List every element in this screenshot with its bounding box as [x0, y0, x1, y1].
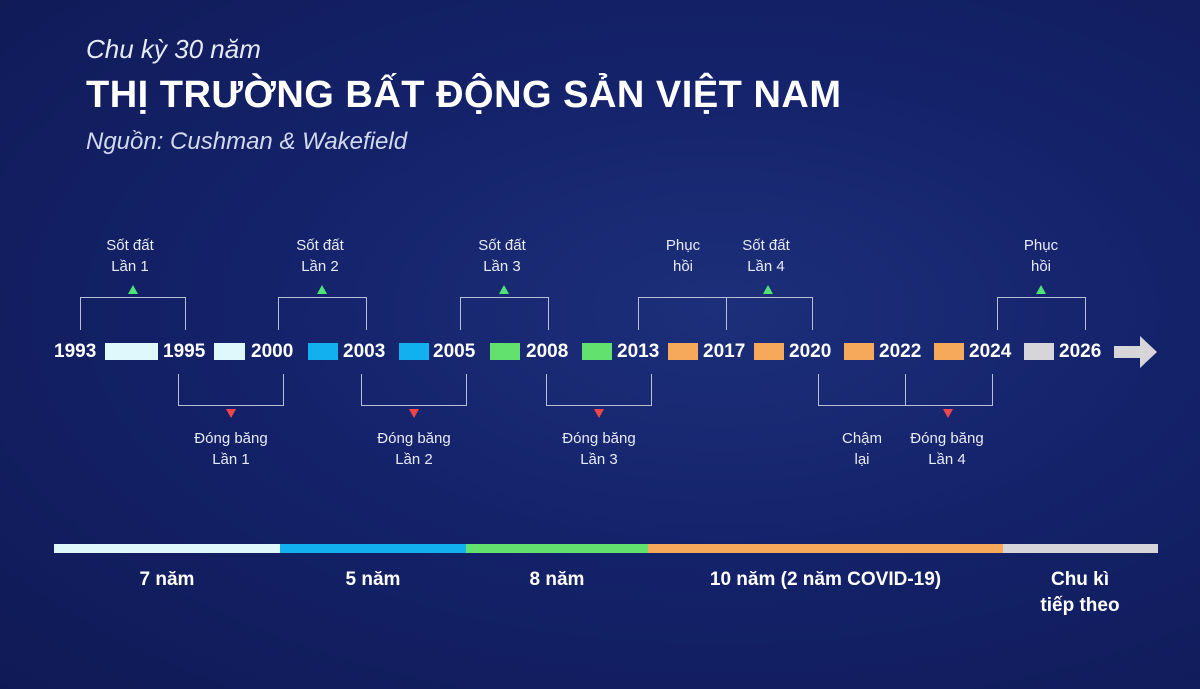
year-label: 2020	[789, 341, 832, 362]
upper-bracket	[638, 297, 727, 330]
down-arrow-icon	[594, 409, 604, 418]
upper-label-line: Sốt đất	[296, 237, 344, 254]
page-title: THỊ TRƯỜNG BẤT ĐỘNG SẢN VIỆT NAM	[86, 74, 842, 116]
lower-label-line: Đóng băng	[377, 430, 451, 447]
year-label: 2024	[969, 341, 1012, 362]
timeline-segment	[844, 343, 874, 360]
year-label: 2017	[703, 341, 746, 362]
lower-label-cham-lai: Chậm lại	[827, 428, 897, 470]
upper-label-phuc-hoi-1: Phục hồi	[643, 235, 723, 277]
period-band-7y	[54, 544, 280, 553]
upper-label-line: hồi	[1030, 258, 1052, 275]
lower-label-dong-bang-3: Đóng băng Lần 3	[544, 428, 654, 470]
upper-label-line: Phục	[1023, 237, 1059, 254]
upper-label-sot-dat-3: Sốt đất Lần 3	[462, 235, 542, 277]
lower-label-dong-bang-1: Đóng băng Lần 1	[176, 428, 286, 470]
source-note: Nguồn: Cushman & Wakefield	[86, 128, 408, 155]
lower-label-line: Chậm	[841, 430, 882, 447]
lower-label-dong-bang-4: Đóng băng Lần 4	[892, 428, 1002, 470]
year-label: 1995	[163, 341, 206, 362]
up-arrow-icon	[317, 285, 327, 294]
upper-label-sot-dat-4: Sốt đất Lần 4	[726, 235, 806, 277]
up-arrow-icon	[128, 285, 138, 294]
year-label: 2003	[343, 341, 386, 362]
period-label-line: tiếp theo	[1040, 595, 1120, 616]
timeline-segment	[105, 343, 158, 360]
up-arrow-icon	[763, 285, 773, 294]
year-label: 2005	[433, 341, 476, 362]
upper-label-line: Phục	[665, 237, 701, 254]
timeline-segment	[1024, 343, 1054, 360]
upper-label-phuc-hoi-2: Phục hồi	[1001, 235, 1081, 277]
timeline-segment	[582, 343, 612, 360]
timeline-segment	[490, 343, 520, 360]
timeline-segment	[934, 343, 964, 360]
lower-label-line: lại	[854, 451, 870, 468]
upper-label-line: hồi	[672, 258, 694, 275]
upper-label-line: Sốt đất	[106, 237, 154, 254]
upper-label-line: Lần 1	[111, 258, 149, 275]
upper-bracket	[726, 297, 813, 330]
lower-label-line: Lần 4	[928, 451, 966, 468]
lower-bracket	[546, 374, 652, 406]
year-label: 2008	[526, 341, 569, 362]
year-label: 1993	[54, 341, 97, 362]
period-label: 8 năm	[529, 569, 585, 590]
year-label: 2000	[251, 341, 294, 362]
period-label-next: Chu kì tiếp theo	[1010, 567, 1150, 619]
lower-bracket	[818, 374, 906, 406]
period-label-line: Chu kì	[1050, 569, 1110, 590]
upper-label-line: Lần 3	[483, 258, 521, 275]
period-label: 7 năm	[139, 569, 195, 590]
subtitle: Chu kỳ 30 năm	[86, 34, 261, 64]
year-label: 2026	[1059, 341, 1102, 362]
upper-label-sot-dat-2: Sốt đất Lần 2	[280, 235, 360, 277]
lower-bracket	[905, 374, 993, 406]
lower-label-line: Lần 2	[395, 451, 433, 468]
timeline-segment	[308, 343, 338, 360]
lower-label-line: Lần 3	[580, 451, 618, 468]
period-band-next	[1003, 544, 1158, 553]
lower-label-line: Lần 1	[212, 451, 250, 468]
upper-label-line: Sốt đất	[478, 237, 526, 254]
down-arrow-icon	[943, 409, 953, 418]
timeline-segment	[754, 343, 784, 360]
lower-label-dong-bang-2: Đóng băng Lần 2	[359, 428, 469, 470]
period-band-5y	[280, 544, 466, 553]
period-band-8y	[466, 544, 648, 553]
lower-label-line: Đóng băng	[910, 430, 984, 447]
upper-bracket	[997, 297, 1086, 330]
timeline-segment	[399, 343, 429, 360]
up-arrow-icon	[1036, 285, 1046, 294]
lower-bracket	[361, 374, 467, 406]
period-label: 10 năm (2 năm COVID-19)	[709, 569, 942, 590]
down-arrow-icon	[409, 409, 419, 418]
lower-label-line: Đóng băng	[194, 430, 268, 447]
upper-bracket	[278, 297, 367, 330]
upper-bracket	[80, 297, 186, 330]
upper-bracket	[460, 297, 549, 330]
period-label: 5 năm	[345, 569, 401, 590]
upper-label-line: Sốt đất	[742, 237, 790, 254]
up-arrow-icon	[499, 285, 509, 294]
timeline-segment	[668, 343, 698, 360]
upper-label-line: Lần 4	[747, 258, 785, 275]
period-band-10y	[648, 544, 1003, 553]
lower-label-line: Đóng băng	[562, 430, 636, 447]
down-arrow-icon	[226, 409, 236, 418]
arrow-right-icon	[1114, 336, 1157, 368]
year-label: 2022	[879, 341, 922, 362]
upper-label-sot-dat-1: Sốt đất Lần 1	[90, 235, 170, 277]
timeline-segment	[214, 343, 245, 360]
lower-bracket	[178, 374, 284, 406]
upper-label-line: Lần 2	[301, 258, 339, 275]
year-label: 2013	[617, 341, 660, 362]
